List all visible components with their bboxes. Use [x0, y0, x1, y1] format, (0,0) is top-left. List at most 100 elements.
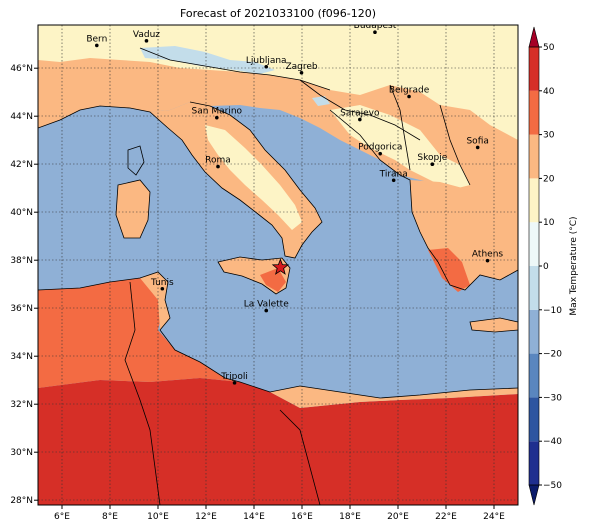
balkans-cool-region [330, 105, 470, 190]
forecast-point-star [271, 258, 290, 275]
greece-land [410, 180, 518, 290]
italy-land [150, 102, 322, 258]
colorbar-segment [529, 397, 539, 442]
colorbar-segment [529, 90, 539, 135]
city-label: Tripoli [220, 372, 248, 382]
colorbar-tick-label: −20 [543, 350, 562, 360]
lon-tick-label: 24°E [483, 512, 505, 522]
alps-cold-region [140, 46, 275, 74]
lat-tick-label: 44°N [10, 112, 33, 122]
colorbar-tick-label: −40 [543, 437, 562, 447]
colorbar-tick-label: −50 [543, 481, 562, 491]
city-dot [475, 145, 480, 150]
city-label: Tirana [379, 169, 408, 179]
city-dot [216, 164, 220, 169]
colorbar-label: Max Temperature (°C) [569, 216, 579, 315]
lat-tick-label: 40°N [10, 208, 33, 218]
city-label: San Marino [192, 107, 243, 117]
city-label: Belgrade [389, 86, 430, 96]
africa-warm-region [38, 278, 240, 388]
lat-tick-label: 34°N [10, 352, 33, 362]
graticule [38, 25, 518, 505]
coastlines [38, 47, 518, 505]
colorbar-tick-label: −10 [543, 306, 562, 316]
city-label: Sarajevo [340, 109, 380, 119]
colorbar-segment [529, 353, 539, 398]
city-dot [160, 286, 165, 291]
colorbar: −50 −40 −30 −20 −10 0 10 20 30 40 50 [528, 26, 562, 506]
city-label: Vaduz [133, 30, 160, 40]
lon-tick-label: 8°E [102, 512, 118, 522]
city-label: Athens [472, 250, 503, 260]
city-label: Ljubljana [246, 56, 287, 66]
city-dot [378, 151, 383, 156]
lon-tick-label: 6°E [54, 512, 70, 522]
city-dot [407, 94, 411, 99]
city-label: La Valette [244, 300, 289, 310]
colorbar-tick-label: 30 [543, 131, 555, 141]
city-dot [144, 39, 149, 43]
lon-tick-label: 14°E [243, 512, 265, 522]
colorbar-segment [529, 441, 539, 485]
colorbar-tick-label: 40 [543, 87, 555, 97]
city-dot [299, 70, 304, 75]
colorbar-extend-max [528, 26, 540, 48]
longitude-axis: 6°E 8°E 10°E 12°E 14°E 16°E 18°E 20°E 22°E 24°E [54, 505, 505, 522]
map-title: Forecast of 2021033100 (f096-120) [179, 7, 377, 20]
italy-cool-region [205, 125, 302, 230]
city-label: Roma [205, 156, 231, 166]
map-frame [37, 24, 519, 506]
city-label: Skopje [417, 153, 447, 163]
lon-tick-label: 12°E [195, 512, 217, 522]
peloponnese-warm [428, 248, 470, 292]
city-dot [373, 30, 377, 34]
lat-tick-label: 30°N [10, 448, 33, 458]
city-label: Podgorica [358, 143, 402, 153]
city-label: Bern [86, 34, 107, 44]
colorbar-tick-label: −30 [543, 393, 562, 403]
colorbar-segment [529, 134, 539, 179]
lat-tick-label: 46°N [10, 64, 33, 74]
city-dot [264, 64, 269, 69]
colorbar-tick-label: 20 [543, 174, 555, 184]
city-dot [430, 162, 435, 166]
colorbar-tick-label: 50 [543, 43, 555, 53]
city-label: Sofia [466, 136, 488, 146]
city-dot [391, 178, 396, 183]
lon-tick-label: 20°E [387, 512, 409, 522]
colorbar-segment [529, 222, 539, 266]
city-dot [215, 115, 219, 120]
colorbar-tick-label: 10 [543, 218, 555, 228]
city-dot [264, 308, 269, 313]
colorbar-segment [529, 178, 539, 223]
city-dot [95, 43, 99, 48]
lon-tick-label: 18°E [339, 512, 361, 522]
city-label: Tunis [150, 278, 174, 288]
lon-tick-label: 22°E [435, 512, 457, 522]
lon-tick-label: 10°E [147, 512, 169, 522]
crete-land [470, 318, 518, 332]
sicily-warm [260, 268, 286, 292]
city-dot [485, 258, 490, 263]
city-dot [358, 117, 362, 122]
lat-tick-label: 32°N [10, 400, 33, 410]
lat-tick-label: 38°N [10, 256, 33, 266]
city-dot [232, 381, 237, 385]
latitude-axis: 28°N 30°N 32°N 34°N 36°N 38°N 40°N 42°N 44°N 46°N [10, 64, 38, 506]
colorbar-segment [529, 309, 539, 354]
lat-tick-label: 28°N [10, 496, 33, 506]
city-label: Budapest [354, 21, 397, 31]
colorbar-extend-min [528, 484, 540, 506]
colorbar-segment [529, 47, 539, 91]
colorbar-tick-label: 0 [543, 262, 549, 272]
lat-tick-label: 42°N [10, 160, 33, 170]
colorbar-segment [529, 266, 539, 310]
sardinia-land [116, 180, 150, 238]
city-label: Zagreb [285, 62, 317, 72]
tunisia-mild-region [140, 272, 170, 330]
lon-tick-label: 16°E [291, 512, 313, 522]
lat-tick-label: 36°N [10, 304, 33, 314]
